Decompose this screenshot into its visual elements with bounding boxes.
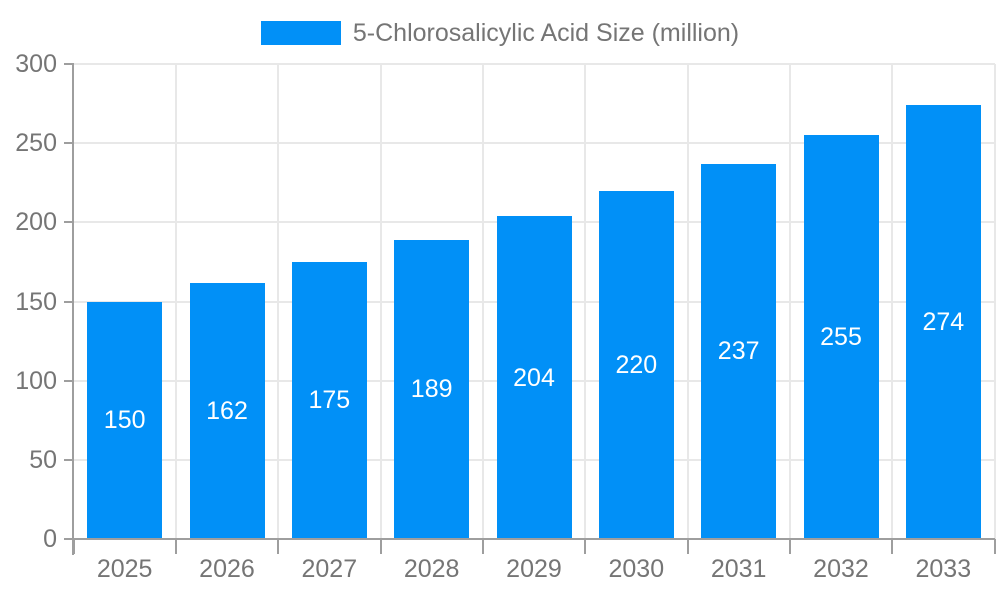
y-tick-label: 200 bbox=[15, 208, 57, 237]
y-gridline bbox=[73, 63, 995, 65]
y-tick bbox=[63, 63, 74, 65]
x-tick bbox=[891, 539, 894, 554]
x-tick bbox=[72, 539, 75, 554]
y-tick-label: 100 bbox=[15, 366, 57, 395]
x-tick-label: 2028 bbox=[403, 555, 460, 583]
bar-value-label: 237 bbox=[717, 337, 760, 366]
y-tick-label: 250 bbox=[15, 129, 57, 158]
y-tick bbox=[63, 538, 74, 540]
bar-value-label: 255 bbox=[820, 323, 862, 352]
bar bbox=[291, 261, 367, 538]
bar bbox=[394, 239, 470, 538]
bar-value-label: 162 bbox=[206, 396, 248, 425]
x-gridline bbox=[993, 64, 996, 539]
legend-swatch bbox=[260, 21, 341, 45]
bar-value-label: 175 bbox=[308, 386, 351, 415]
bar bbox=[598, 190, 674, 538]
x-gridline bbox=[277, 64, 280, 539]
x-axis-line bbox=[63, 538, 995, 540]
bar bbox=[189, 282, 265, 538]
y-tick-label: 150 bbox=[15, 287, 57, 316]
x-gridline bbox=[379, 64, 382, 539]
x-gridline bbox=[481, 64, 484, 539]
x-tick-label: 2031 bbox=[710, 555, 767, 583]
x-tick bbox=[174, 539, 177, 554]
x-tick bbox=[584, 539, 587, 554]
x-tick-label: 2027 bbox=[301, 555, 358, 583]
bar-value-label: 204 bbox=[513, 363, 555, 392]
y-tick bbox=[63, 300, 74, 303]
x-tick-label: 2029 bbox=[506, 555, 562, 583]
bar-value-label: 220 bbox=[615, 350, 658, 379]
x-tick-label: 2033 bbox=[915, 555, 972, 583]
legend-label: 5-Chlorosalicylic Acid Size (million) bbox=[352, 19, 740, 47]
bar bbox=[701, 163, 777, 538]
y-tick bbox=[63, 221, 74, 224]
x-tick bbox=[686, 539, 689, 554]
x-tick bbox=[993, 539, 996, 554]
x-tick-label: 2025 bbox=[96, 555, 153, 583]
bar bbox=[905, 105, 981, 538]
bar bbox=[87, 301, 163, 538]
bar bbox=[496, 216, 572, 538]
x-tick bbox=[788, 539, 791, 554]
y-tick-label: 300 bbox=[15, 50, 57, 78]
x-gridline bbox=[686, 64, 689, 539]
x-tick-label: 2026 bbox=[199, 555, 255, 583]
y-tick-label: 50 bbox=[29, 445, 57, 474]
y-tick bbox=[63, 142, 74, 145]
x-gridline bbox=[891, 64, 894, 539]
x-gridline bbox=[174, 64, 177, 539]
bar-value-label: 189 bbox=[410, 375, 453, 404]
y-tick bbox=[63, 379, 74, 382]
y-axis-line bbox=[71, 64, 74, 555]
x-tick-label: 2032 bbox=[813, 555, 869, 583]
y-tick-label: 0 bbox=[43, 525, 57, 553]
x-tick bbox=[277, 539, 280, 554]
bar bbox=[803, 135, 879, 538]
x-gridline bbox=[788, 64, 791, 539]
y-gridline bbox=[73, 142, 995, 145]
bar-value-label: 150 bbox=[103, 406, 146, 435]
y-tick bbox=[63, 458, 74, 461]
bar-value-label: 274 bbox=[922, 308, 965, 337]
x-tick bbox=[379, 539, 382, 554]
x-gridline bbox=[584, 64, 587, 539]
legend[interactable]: 5-Chlorosalicylic Acid Size (million) bbox=[0, 18, 1000, 48]
x-tick-label: 2030 bbox=[608, 555, 665, 583]
x-tick bbox=[481, 539, 484, 554]
